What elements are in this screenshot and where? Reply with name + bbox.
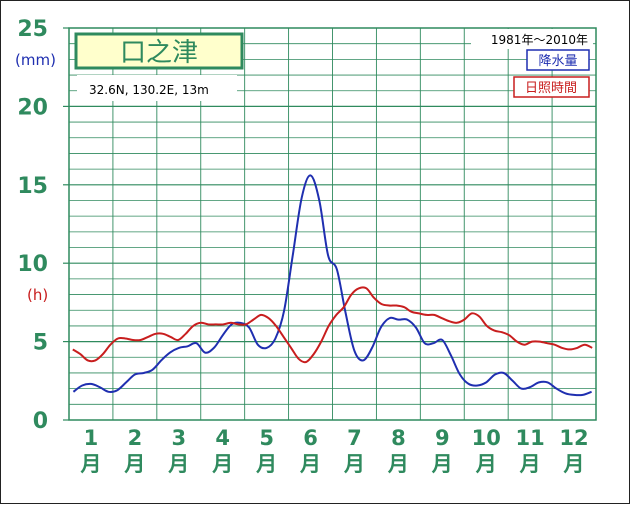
y-tick-label: 5 <box>33 331 48 356</box>
month-suffix-label: 月 <box>123 452 145 476</box>
month-number-label: 6 <box>303 426 318 450</box>
month-number-label: 7 <box>347 426 362 450</box>
month-number-label: 8 <box>391 426 406 450</box>
month-suffix-label: 月 <box>211 452 233 476</box>
month-number-label: 2 <box>128 426 143 450</box>
chart-title: 口之津 <box>120 38 198 68</box>
month-suffix-label: 月 <box>475 452 497 476</box>
series-line-precipitation <box>72 174 592 397</box>
title-box: 口之津 <box>74 32 244 70</box>
y-tick-label: 10 <box>17 252 48 277</box>
month-suffix-label: 月 <box>519 452 541 476</box>
month-number-label: 4 <box>215 426 230 450</box>
month-number-label: 9 <box>435 426 450 450</box>
y-tick-label: 20 <box>17 95 48 120</box>
month-suffix-label: 月 <box>563 452 585 476</box>
legend-precip-label: 降水量 <box>538 54 577 69</box>
month-number-label: 3 <box>171 426 186 450</box>
legend: 降水量 日照時間 <box>513 49 590 98</box>
unit-sunshine: (h) <box>27 286 48 304</box>
month-number-label: 5 <box>259 426 274 450</box>
month-suffix-label: 月 <box>343 452 365 476</box>
month-suffix-label: 月 <box>167 452 189 476</box>
series-lines <box>72 174 593 397</box>
legend-sunshine-label: 日照時間 <box>525 81 577 96</box>
legend-precip-box <box>526 49 590 71</box>
month-suffix-label: 月 <box>387 452 409 476</box>
month-suffix-label: 月 <box>79 452 101 476</box>
month-number-label: 10 <box>472 426 501 450</box>
unit-precipitation: (mm) <box>15 51 56 69</box>
period-label: 1981年～2010年 <box>491 33 588 47</box>
month-number-label: 1 <box>84 426 99 450</box>
period-background <box>471 29 593 49</box>
legend-sunshine-box <box>513 76 590 98</box>
month-suffix-label: 月 <box>255 452 277 476</box>
month-suffix-label: 月 <box>431 452 453 476</box>
month-number-label: 11 <box>516 426 545 450</box>
y-axis-ticks: 0 5 10 15 20 25 <box>17 17 69 434</box>
station-location: 32.6N, 130.2E, 13m <box>89 83 209 97</box>
month-suffix-label: 月 <box>299 452 321 476</box>
subtitle-background <box>77 75 237 101</box>
y-tick-label: 0 <box>33 409 48 434</box>
month-number-label: 12 <box>559 426 588 450</box>
y-tick-label: 15 <box>17 174 48 199</box>
series-line-sunshine <box>72 286 593 364</box>
y-tick-label: 25 <box>17 17 48 42</box>
